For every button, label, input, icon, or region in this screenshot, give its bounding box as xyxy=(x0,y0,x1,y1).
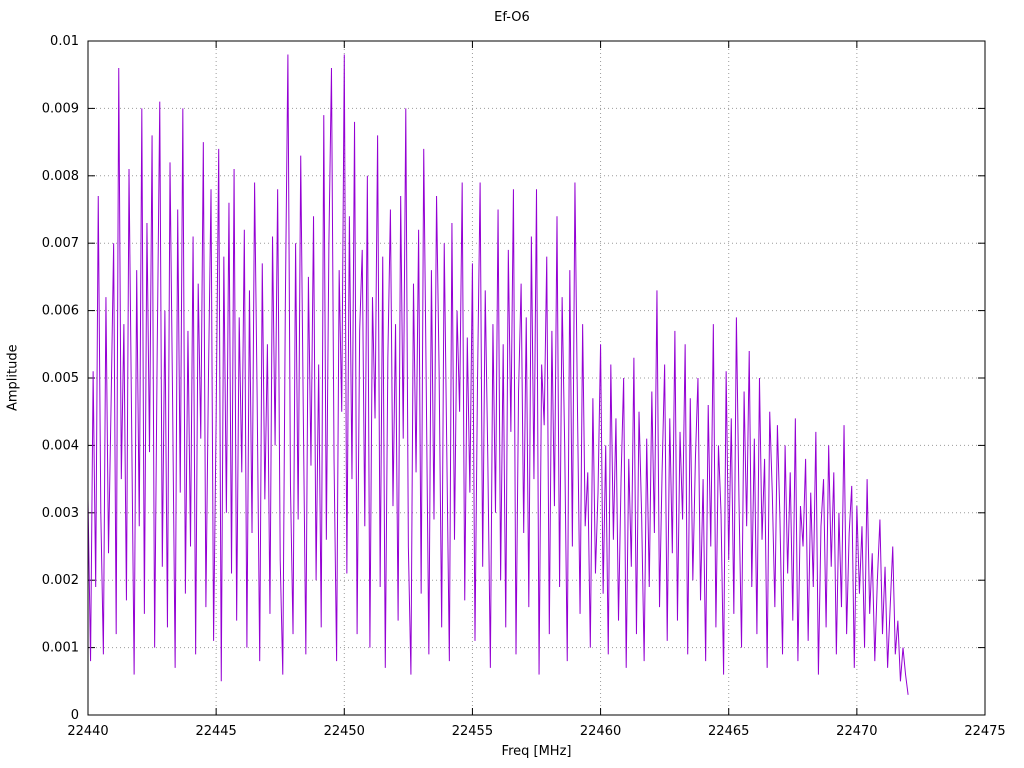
y-tick-label: 0.002 xyxy=(42,573,79,588)
y-tick-label: 0 xyxy=(71,708,79,723)
y-tick-label: 0.003 xyxy=(42,506,79,521)
y-tick-label: 0.009 xyxy=(42,101,79,116)
plot-frame xyxy=(87,40,986,716)
x-tick-label: 22445 xyxy=(195,724,236,739)
y-tick-label: 0.007 xyxy=(42,236,79,251)
x-tick-label: 22455 xyxy=(452,724,493,739)
x-tick-label: 22460 xyxy=(580,724,621,739)
x-tick-label: 22450 xyxy=(324,724,365,739)
y-tick-label: 0.001 xyxy=(42,641,79,656)
x-tick-label: 22470 xyxy=(836,724,877,739)
x-axis-label: Freq [MHz] xyxy=(501,744,572,759)
chart-title: Ef-O6 xyxy=(494,10,530,25)
y-tick-label: 0.008 xyxy=(42,169,79,184)
x-tick-label: 22440 xyxy=(67,724,108,739)
x-tick-label: 22465 xyxy=(708,724,749,739)
y-tick-label: 0.005 xyxy=(42,371,79,386)
series-line xyxy=(87,54,909,695)
y-tick-label: 0.006 xyxy=(42,304,79,319)
y-tick-label: 0.01 xyxy=(50,34,79,49)
y-tick-label: 0.004 xyxy=(42,438,79,453)
x-tick-label: 22475 xyxy=(964,724,1005,739)
